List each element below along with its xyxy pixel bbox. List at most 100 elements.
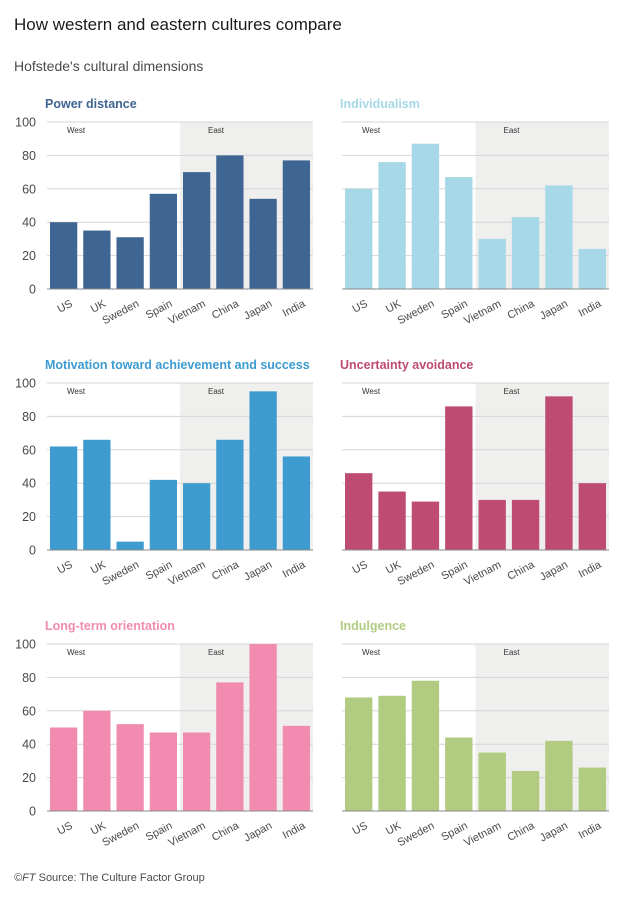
bar-vietnam xyxy=(478,499,506,550)
y-tick-label: 100 xyxy=(15,116,36,130)
bar-us xyxy=(49,446,78,550)
bar-vietnam xyxy=(182,483,211,550)
bar-uk xyxy=(83,710,111,811)
panel-title: Power distance xyxy=(45,97,137,111)
x-tick-label-us: US xyxy=(56,559,75,577)
y-tick-label: 100 xyxy=(15,638,36,652)
region-label-west: West xyxy=(67,387,86,396)
bar-us xyxy=(345,188,373,289)
y-tick-label: 40 xyxy=(22,216,36,230)
bar-india xyxy=(282,725,311,811)
y-tick-label: 0 xyxy=(29,805,36,819)
region-label-east: East xyxy=(208,387,225,396)
bar-vietnam xyxy=(478,238,506,289)
y-tick-label: 20 xyxy=(22,771,36,785)
region-label-east: East xyxy=(208,648,225,657)
x-tick-label-sweden: Sweden xyxy=(396,298,437,327)
region-label-west: West xyxy=(362,648,381,657)
bar-uk xyxy=(378,695,406,811)
x-tick-label-us: US xyxy=(56,820,75,838)
bar-japan xyxy=(545,185,573,289)
x-tick-label-vietnam: Vietnam xyxy=(462,559,503,588)
x-tick-label-sweden: Sweden xyxy=(100,298,141,327)
bar-uk xyxy=(378,491,406,550)
bar-india xyxy=(578,248,606,289)
y-tick-label: 20 xyxy=(22,510,36,524)
bar-uk xyxy=(83,439,111,550)
y-tick-label: 60 xyxy=(22,182,36,196)
x-tick-label-japan: Japan xyxy=(538,298,570,323)
source-note: ©FT Source: The Culture Factor Group xyxy=(14,872,205,884)
bar-japan xyxy=(249,198,277,289)
x-tick-label-china: China xyxy=(506,297,538,322)
bar-vietnam xyxy=(182,172,211,289)
chart-panel-long-term-orientation: Long-term orientation 0 20 40 60 80 100 West Eas… xyxy=(15,619,313,849)
x-tick-label-us: US xyxy=(351,298,370,316)
y-tick-label: 80 xyxy=(22,149,36,163)
bar-china xyxy=(511,770,540,811)
y-tick-label: 40 xyxy=(22,477,36,491)
bar-us xyxy=(345,697,373,811)
region-label-east: East xyxy=(208,126,225,135)
x-tick-label-vietnam: Vietnam xyxy=(167,559,208,588)
chart-subtitle: Hofstede's cultural dimensions xyxy=(14,58,204,74)
x-tick-label-india: India xyxy=(281,558,308,580)
x-tick-label-japan: Japan xyxy=(242,559,274,584)
x-tick-label-us: US xyxy=(351,559,370,577)
panel-title: Indulgence xyxy=(340,619,406,633)
bar-india xyxy=(282,160,311,289)
x-tick-label-sweden: Sweden xyxy=(100,820,141,849)
x-tick-label-sweden: Sweden xyxy=(100,559,141,588)
x-tick-label-india: India xyxy=(281,297,308,319)
bar-china xyxy=(511,217,540,289)
bar-india xyxy=(578,767,606,811)
region-label-east: East xyxy=(504,648,521,657)
x-tick-label-vietnam: Vietnam xyxy=(462,298,503,327)
bar-india xyxy=(282,456,311,550)
bar-spain xyxy=(149,479,178,550)
bar-spain xyxy=(445,737,473,811)
bar-sweden xyxy=(411,143,440,289)
x-tick-label-sweden: Sweden xyxy=(396,820,437,849)
chart-panel-motivation-toward-achievement-and-success: Motivation toward achievement and succes… xyxy=(15,358,313,588)
bar-china xyxy=(511,499,540,550)
bar-sweden xyxy=(411,501,440,550)
bar-uk xyxy=(83,230,111,289)
x-tick-label-japan: Japan xyxy=(242,820,274,845)
x-tick-label-vietnam: Vietnam xyxy=(462,820,503,849)
x-tick-label-china: China xyxy=(210,558,242,583)
bar-us xyxy=(49,727,78,811)
bar-sweden xyxy=(411,680,440,811)
x-tick-label-india: India xyxy=(577,819,604,841)
bar-sweden xyxy=(116,724,144,811)
region-label-west: West xyxy=(67,126,86,135)
bar-vietnam xyxy=(478,752,506,811)
bar-spain xyxy=(445,406,473,550)
panel-title: Long-term orientation xyxy=(45,619,175,633)
x-tick-label-us: US xyxy=(56,298,75,316)
bar-spain xyxy=(149,193,178,289)
bar-china xyxy=(216,439,244,550)
region-label-west: West xyxy=(362,126,381,135)
region-label-west: West xyxy=(362,387,381,396)
x-tick-label-china: China xyxy=(210,297,242,322)
bar-sweden xyxy=(116,237,144,289)
bar-spain xyxy=(149,732,178,811)
x-tick-label-sweden: Sweden xyxy=(396,559,437,588)
x-tick-label-japan: Japan xyxy=(538,820,570,845)
x-tick-label-india: India xyxy=(577,297,604,319)
x-tick-label-china: China xyxy=(506,819,538,844)
bar-uk xyxy=(378,162,406,289)
y-tick-label: 100 xyxy=(15,377,36,391)
y-tick-label: 80 xyxy=(22,410,36,424)
y-tick-label: 0 xyxy=(29,544,36,558)
bar-india xyxy=(578,483,606,550)
bar-japan xyxy=(249,391,277,550)
bar-china xyxy=(216,155,244,289)
y-tick-label: 60 xyxy=(22,704,36,718)
y-tick-label: 0 xyxy=(29,283,36,297)
